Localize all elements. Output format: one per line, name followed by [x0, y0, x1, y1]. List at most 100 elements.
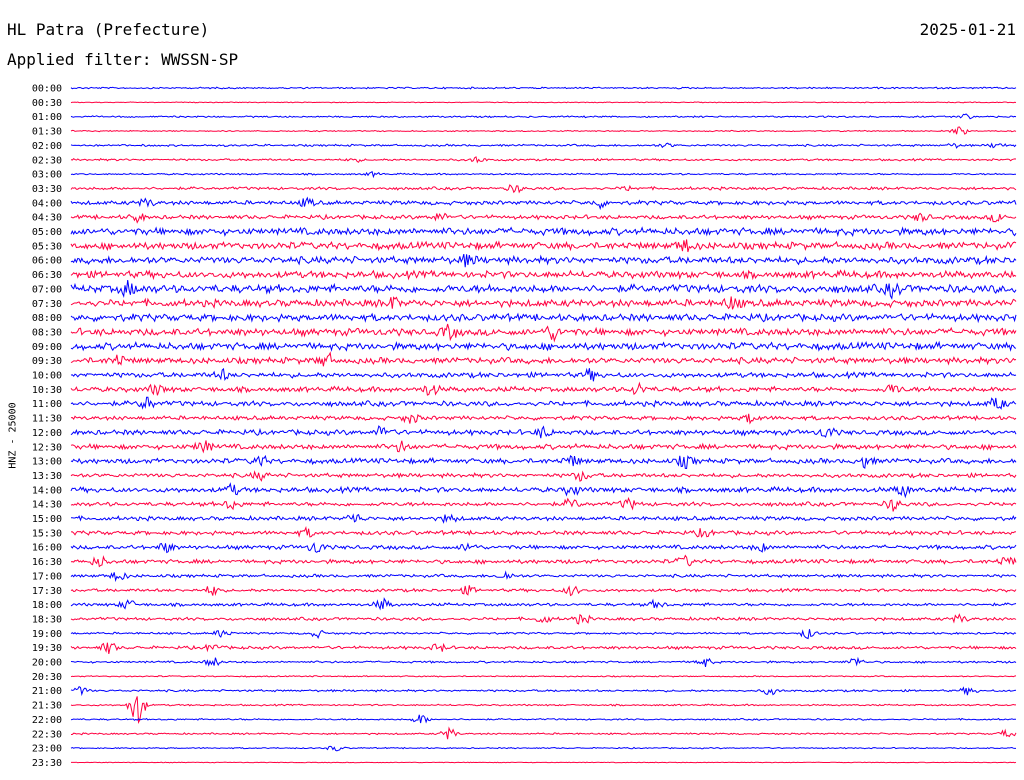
trace-row — [70, 470, 1017, 482]
row-time-label: 21:00 — [32, 686, 62, 697]
row-time-label: 23:00 — [32, 744, 62, 755]
trace-row — [70, 454, 1017, 470]
row-time-label: 12:00 — [32, 428, 62, 439]
trace-row — [70, 597, 1017, 611]
trace-row — [70, 239, 1017, 253]
trace-row — [70, 312, 1017, 324]
trace-row — [70, 212, 1017, 224]
row-time-label: 04:00 — [32, 198, 62, 209]
row-time-label: 14:30 — [32, 500, 62, 511]
trace-row — [71, 726, 1017, 740]
row-time-label: 07:00 — [32, 284, 62, 295]
row-time-label: 02:00 — [32, 141, 62, 152]
trace-row — [70, 170, 1017, 179]
trace-row — [70, 696, 1016, 724]
trace-row — [70, 367, 1017, 382]
trace-row — [70, 296, 1017, 310]
row-time-label: 00:00 — [32, 84, 62, 95]
filter-label: Applied filter: WWSSN-SP — [7, 50, 239, 69]
trace-row — [70, 323, 1017, 343]
row-time-label: 09:30 — [32, 356, 62, 367]
row-time-label: 08:30 — [32, 327, 62, 338]
row-time-label: 10:00 — [32, 371, 62, 382]
trace-row — [70, 675, 1017, 678]
trace-row — [70, 396, 1017, 410]
row-time-label: 22:30 — [32, 729, 62, 740]
trace-row — [70, 686, 1017, 697]
trace-row — [70, 642, 1017, 655]
trace-row — [70, 86, 1017, 90]
row-time-label: 20:30 — [32, 672, 62, 683]
row-time-label: 17:30 — [32, 586, 62, 597]
trace-row — [70, 629, 1017, 640]
trace-row — [70, 142, 1017, 149]
row-time-label: 09:00 — [32, 342, 62, 353]
row-time-label: 10:30 — [32, 385, 62, 396]
trace-row — [70, 101, 1017, 104]
trace-row — [70, 253, 1017, 268]
trace-row — [70, 381, 1017, 396]
row-time-label: 00:30 — [32, 98, 62, 109]
row-time-label: 15:30 — [32, 528, 62, 539]
trace-row — [70, 340, 1017, 352]
row-time-label: 11:00 — [32, 399, 62, 410]
trace-row — [71, 513, 1017, 524]
trace-row — [70, 714, 1016, 724]
trace-row — [70, 226, 1017, 238]
trace-row — [70, 613, 1017, 625]
trace-row — [70, 196, 1017, 211]
row-time-label: 22:00 — [32, 715, 62, 726]
trace-row — [70, 184, 1017, 194]
row-time-label: 13:30 — [32, 471, 62, 482]
trace-row — [70, 280, 1017, 300]
row-time-label: 16:00 — [32, 543, 62, 554]
trace-row — [70, 656, 1017, 667]
station-title: HL Patra (Prefecture) — [7, 20, 210, 39]
row-time-label: 01:00 — [32, 112, 62, 123]
row-time-label: 12:30 — [32, 442, 62, 453]
trace-row — [71, 761, 1017, 764]
trace-row — [70, 425, 1017, 439]
row-time-label: 13:00 — [32, 457, 62, 468]
trace-row — [70, 351, 1017, 367]
row-time-label: 06:30 — [32, 270, 62, 281]
trace-row — [70, 525, 1017, 538]
row-time-label: 03:30 — [32, 184, 62, 195]
date-label: 2025-01-21 — [919, 20, 1016, 39]
row-time-label: 19:30 — [32, 643, 62, 654]
trace-row — [70, 440, 1017, 454]
row-time-label: 02:30 — [32, 155, 62, 166]
trace-row — [70, 570, 1017, 583]
trace-row — [70, 113, 1017, 120]
trace-row — [70, 482, 1017, 499]
trace-row — [70, 413, 1017, 425]
trace-row — [70, 745, 1016, 752]
row-time-label: 19:00 — [32, 629, 62, 640]
row-time-label: 14:00 — [32, 485, 62, 496]
row-time-label: 05:00 — [32, 227, 62, 238]
row-time-label: 05:30 — [32, 241, 62, 252]
trace-row — [70, 542, 1017, 554]
row-time-label: 16:30 — [32, 557, 62, 568]
row-time-label: 23:30 — [32, 758, 62, 769]
row-time-label: 04:30 — [32, 213, 62, 224]
trace-row — [70, 554, 1017, 568]
trace-row — [70, 156, 1017, 164]
row-time-label: 03:00 — [32, 170, 62, 181]
row-time-label: 20:00 — [32, 658, 62, 669]
row-time-label: 06:00 — [32, 256, 62, 267]
row-time-label: 18:00 — [32, 600, 62, 611]
row-time-label: 21:30 — [32, 701, 62, 712]
trace-row — [70, 585, 1017, 597]
row-time-label: 07:30 — [32, 299, 62, 310]
row-time-label: 15:00 — [32, 514, 62, 525]
row-time-label: 08:00 — [32, 313, 62, 324]
row-time-label: 11:30 — [32, 414, 62, 425]
trace-row — [70, 269, 1017, 281]
row-time-label: 01:30 — [32, 127, 62, 138]
trace-row — [70, 496, 1017, 512]
trace-row — [70, 126, 1017, 135]
row-time-label: 17:00 — [32, 571, 62, 582]
row-time-label: 18:30 — [32, 614, 62, 625]
